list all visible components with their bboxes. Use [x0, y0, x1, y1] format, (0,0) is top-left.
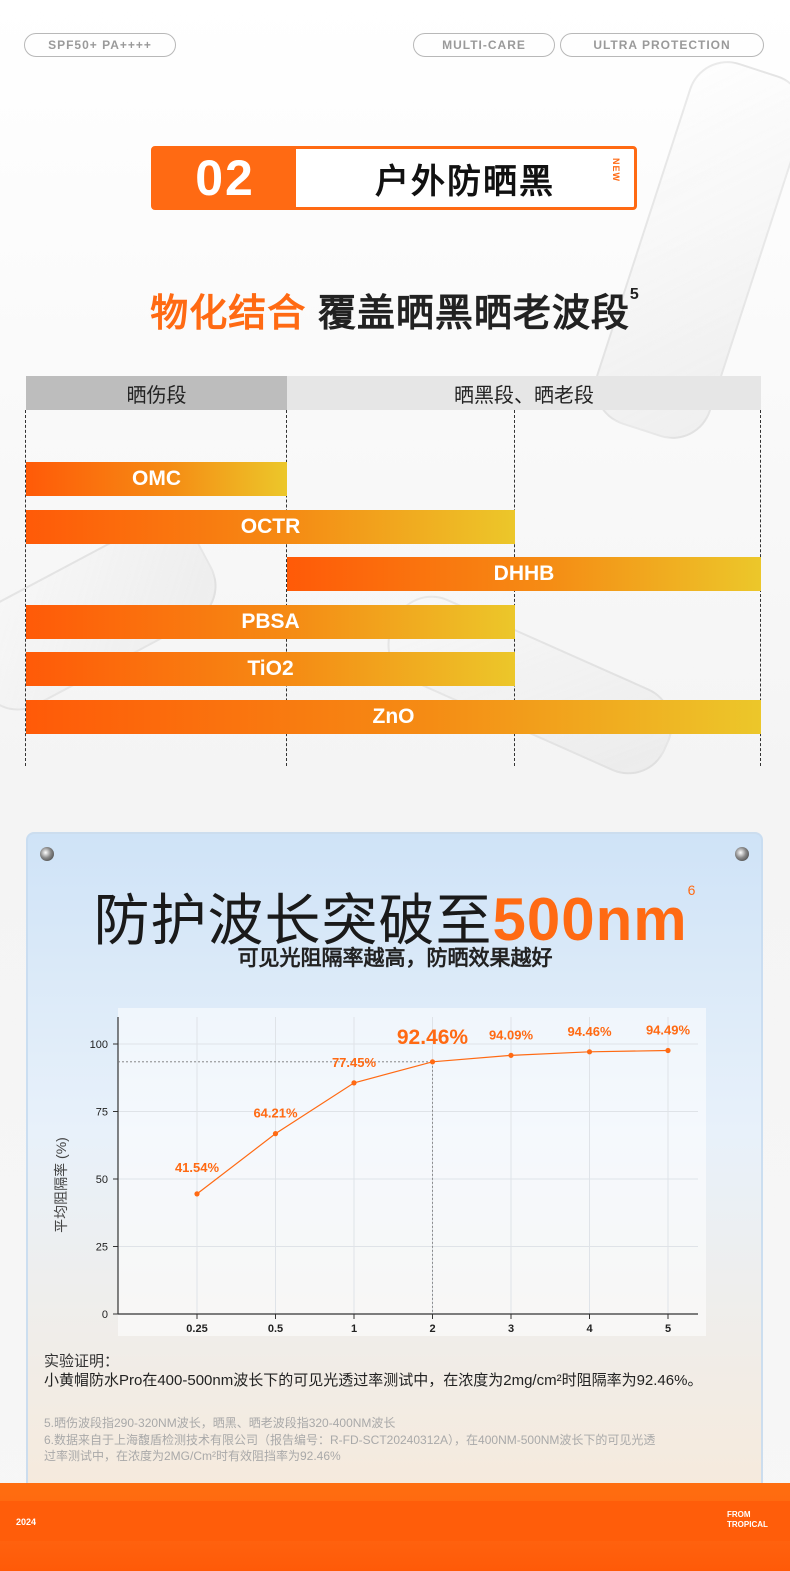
data-point: [194, 1191, 200, 1197]
headline-rest: 覆盖晒黑晒老波段: [306, 293, 630, 335]
pin-icon: [735, 847, 749, 861]
card-title: 防护波长突破至500nm6: [0, 876, 790, 957]
footnote-5: 5.晒伤波段指290-320NM波长，晒黑、晒老波段指320-400NM波长: [44, 1416, 396, 1430]
card-title-footnote: 6: [687, 882, 697, 898]
pin-icon: [40, 847, 54, 861]
x-tick-label: 3: [508, 1323, 514, 1335]
data-label: 64.21%: [253, 1106, 298, 1121]
x-tick-label: 5: [665, 1323, 671, 1335]
bottom-bar: [0, 1483, 790, 1571]
y-tick-label: 100: [90, 1039, 108, 1051]
y-tick-label: 25: [96, 1242, 108, 1254]
y-tick-label: 0: [102, 1309, 108, 1321]
data-label: 94.46%: [567, 1024, 612, 1039]
y-axis-label: 平均阻隔率 (%): [53, 1137, 69, 1233]
note-body: 小黄帽防水Pro在400-500nm波长下的可见光透过率测试中，在浓度为2mg/…: [44, 1372, 703, 1389]
headline-highlight: 物化结合: [150, 293, 307, 335]
card-subtitle: 可见光阻隔率越高，防晒效果越好: [237, 947, 553, 970]
x-tick-label: 2: [429, 1323, 435, 1335]
band-header-tan-age: 晒黑段、晒老段: [287, 376, 761, 410]
data-point: [508, 1052, 514, 1058]
headline: 物化结合 覆盖晒黑晒老波段5: [0, 282, 790, 337]
data-label: 94.49%: [646, 1022, 691, 1037]
filter-bar-omc: OMC: [26, 462, 287, 496]
section-header: 02 户外防晒黑 NEW: [151, 146, 637, 210]
from-tropical-label: FROM TROPICAL: [727, 1510, 768, 1530]
x-tick-label: 4: [586, 1323, 593, 1335]
footnote-6-cont: 过率测试中，在浓度为2MG/Cm²时有效阻挡率为92.46%: [44, 1449, 341, 1463]
y-tick-label: 50: [96, 1174, 108, 1186]
filter-bar-pbsa: PBSA: [26, 604, 515, 639]
data-point: [665, 1047, 671, 1054]
data-point: [351, 1080, 357, 1086]
multi-care-pill: MULTI-CARE: [413, 33, 555, 57]
data-label: 92.46%: [397, 1026, 469, 1049]
section-number: 02: [154, 149, 296, 207]
footnote-6: 6.数据来自于上海馥盾检测技术有限公司（报告编号：R-FD-SCT2024031…: [44, 1433, 656, 1447]
data-label: 77.45%: [332, 1055, 377, 1070]
ultra-protection-pill: ULTRA PROTECTION: [560, 33, 764, 57]
card-title-prefix: 防护波长突破至: [93, 889, 493, 952]
from-line-1: FROM: [727, 1510, 751, 1519]
data-point: [272, 1131, 279, 1137]
year-label: 2024: [16, 1517, 37, 1527]
spf-pill: SPF50+ PA++++: [24, 33, 176, 57]
filter-bar-octr: OCTR: [26, 509, 515, 544]
band-header-burn: 晒伤段: [26, 376, 287, 410]
y-tick-label: 75: [96, 1107, 108, 1119]
section-title: 户外防晒黑: [375, 162, 555, 201]
data-point: [429, 1059, 436, 1065]
from-line-2: TROPICAL: [727, 1520, 768, 1529]
note-title: 实验证明：: [44, 1353, 120, 1370]
filter-bar-zno: ZnO: [26, 699, 761, 734]
plot-background: [118, 1008, 706, 1336]
headline-footnote: 5: [629, 286, 640, 303]
data-point: [586, 1049, 593, 1055]
filter-bar-tio2: TiO2: [26, 652, 515, 686]
x-tick-label: 0.5: [268, 1323, 283, 1335]
data-label: 94.09%: [489, 1027, 534, 1042]
x-tick-label: 0.25: [186, 1323, 207, 1335]
data-label: 41.54%: [175, 1160, 220, 1175]
card-title-wavelength: 500nm: [492, 886, 688, 953]
band-boundary-line: [25, 410, 26, 766]
x-tick-label: 1: [351, 1323, 357, 1335]
filter-bar-dhhb: DHHB: [287, 557, 761, 591]
band-boundary-line: [286, 410, 287, 766]
